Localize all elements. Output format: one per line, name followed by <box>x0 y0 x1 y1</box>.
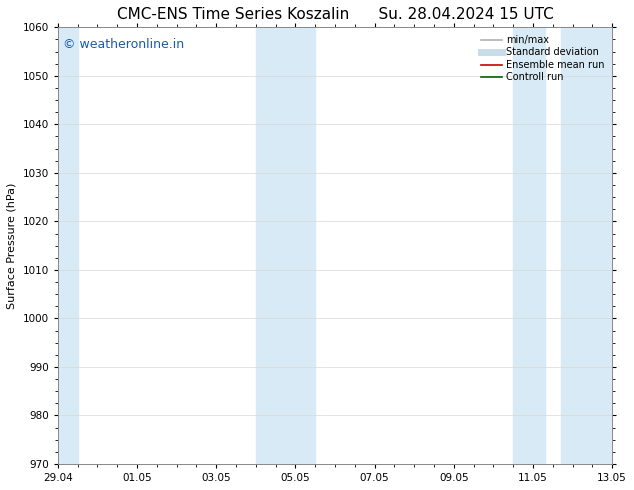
Bar <box>513 27 545 464</box>
Bar <box>58 27 77 464</box>
Bar <box>560 27 612 464</box>
Bar <box>256 27 315 464</box>
Text: © weatheronline.in: © weatheronline.in <box>63 38 184 51</box>
Title: CMC-ENS Time Series Koszalin      Su. 28.04.2024 15 UTC: CMC-ENS Time Series Koszalin Su. 28.04.2… <box>117 7 553 22</box>
Legend: min/max, Standard deviation, Ensemble mean run, Controll run: min/max, Standard deviation, Ensemble me… <box>477 32 607 85</box>
Y-axis label: Surface Pressure (hPa): Surface Pressure (hPa) <box>7 182 17 309</box>
